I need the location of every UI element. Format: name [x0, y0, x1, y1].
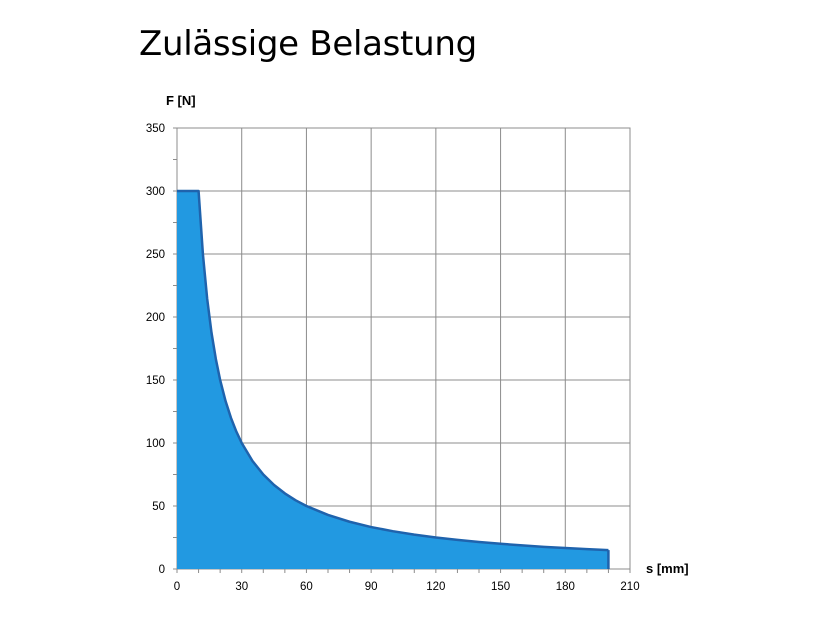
page-title: Zulässige Belastung	[139, 24, 477, 64]
x-tick-label: 120	[426, 581, 445, 593]
y-axis-label: F [N]	[166, 93, 196, 108]
y-tick-label: 350	[146, 123, 165, 135]
y-tick-label: 100	[146, 438, 165, 450]
x-axis-label: s [mm]	[646, 561, 689, 576]
x-tick-label: 150	[491, 581, 510, 593]
y-tick-labels: 0 50 100 150 200 250 300 350	[146, 123, 165, 576]
x-tick-label: 60	[300, 581, 313, 593]
y-tick-label: 150	[146, 375, 165, 387]
x-tick-label: 90	[365, 581, 378, 593]
series-line	[177, 189, 609, 552]
y-tick-label: 50	[152, 501, 165, 513]
x-tick-label: 0	[174, 581, 180, 593]
x-tick-label: 210	[620, 581, 639, 593]
y-tick-label: 0	[159, 564, 165, 576]
x-tick-label: 180	[556, 581, 575, 593]
y-tick-label: 250	[146, 249, 165, 261]
x-tick-label: 30	[235, 581, 248, 593]
y-tick-label: 200	[146, 312, 165, 324]
y-tick-label: 300	[146, 186, 165, 198]
x-tick-labels: 0 30 60 90 120 150 180 210	[174, 581, 640, 593]
area-fill	[177, 191, 609, 569]
